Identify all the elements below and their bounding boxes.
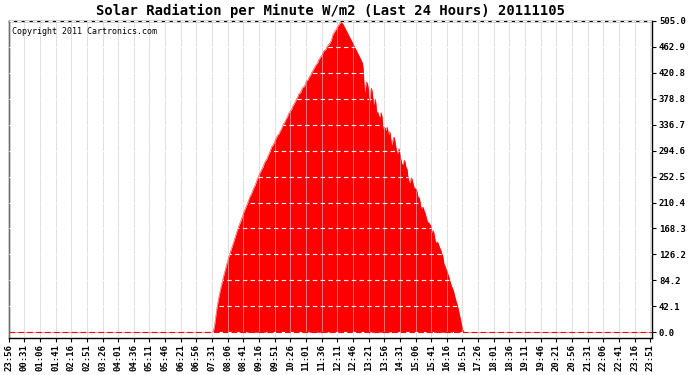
Title: Solar Radiation per Minute W/m2 (Last 24 Hours) 20111105: Solar Radiation per Minute W/m2 (Last 24… bbox=[96, 4, 565, 18]
Text: Copyright 2011 Cartronics.com: Copyright 2011 Cartronics.com bbox=[12, 27, 157, 36]
